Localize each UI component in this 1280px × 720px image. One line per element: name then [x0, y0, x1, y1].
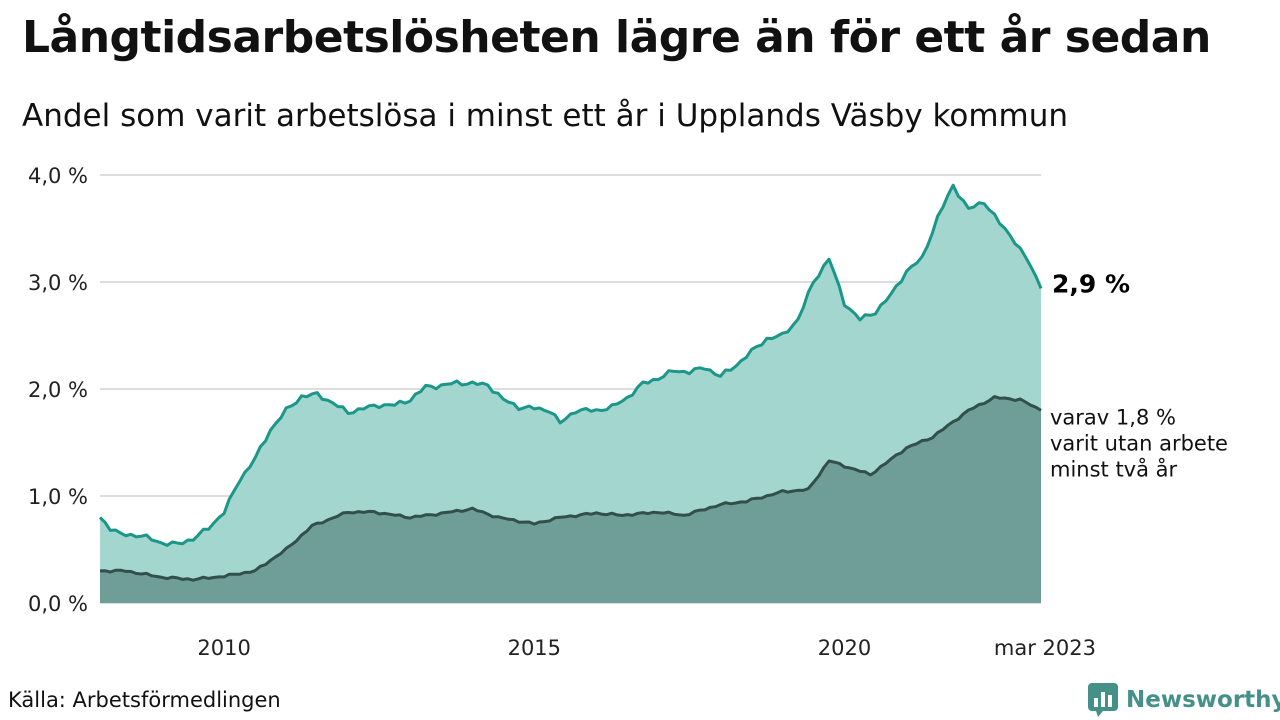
area-min-two-years: [100, 396, 1041, 603]
x-tick-label: mar 2023: [994, 636, 1096, 660]
end-value-label: 2,9 %: [1052, 269, 1130, 298]
y-tick-label: 4,0 %: [28, 164, 88, 188]
x-tick-label: 2020: [818, 636, 871, 660]
annotation-line: minst två år: [1050, 456, 1178, 481]
y-axis-ticks: 0,0 % 1,0 % 2,0 % 3,0 % 4,0 %: [28, 164, 88, 616]
annotation-line: varav 1,8 %: [1050, 405, 1176, 429]
y-tick-label: 3,0 %: [28, 271, 88, 295]
line-min-one-year: [98, 183, 1043, 547]
source-note: Källa: Arbetsförmedlingen: [8, 688, 281, 712]
chart-subtitle: Andel som varit arbetslösa i minst ett å…: [22, 98, 1069, 134]
brand-name: Newsworthy: [1126, 687, 1280, 713]
series-two-annotation: varav 1,8 % varit utan arbete minst två …: [1050, 405, 1235, 481]
x-axis-ticks: 2010 2015 2020 mar 2023: [197, 636, 1096, 660]
y-tick-label: 0,0 %: [28, 592, 88, 616]
y-tick-label: 2,0 %: [28, 378, 88, 402]
brand-logo: Newsworthy: [1088, 683, 1280, 717]
chart-title: Långtidsarbetslösheten lägre än för ett …: [22, 12, 1211, 63]
newsworthy-chart-icon: [1088, 683, 1118, 717]
annotation-line: varit utan arbete: [1050, 431, 1228, 455]
line-min-two-years: [99, 395, 1042, 582]
x-tick-label: 2010: [197, 636, 250, 660]
x-tick-label: 2015: [508, 636, 561, 660]
y-tick-label: 1,0 %: [28, 485, 88, 509]
